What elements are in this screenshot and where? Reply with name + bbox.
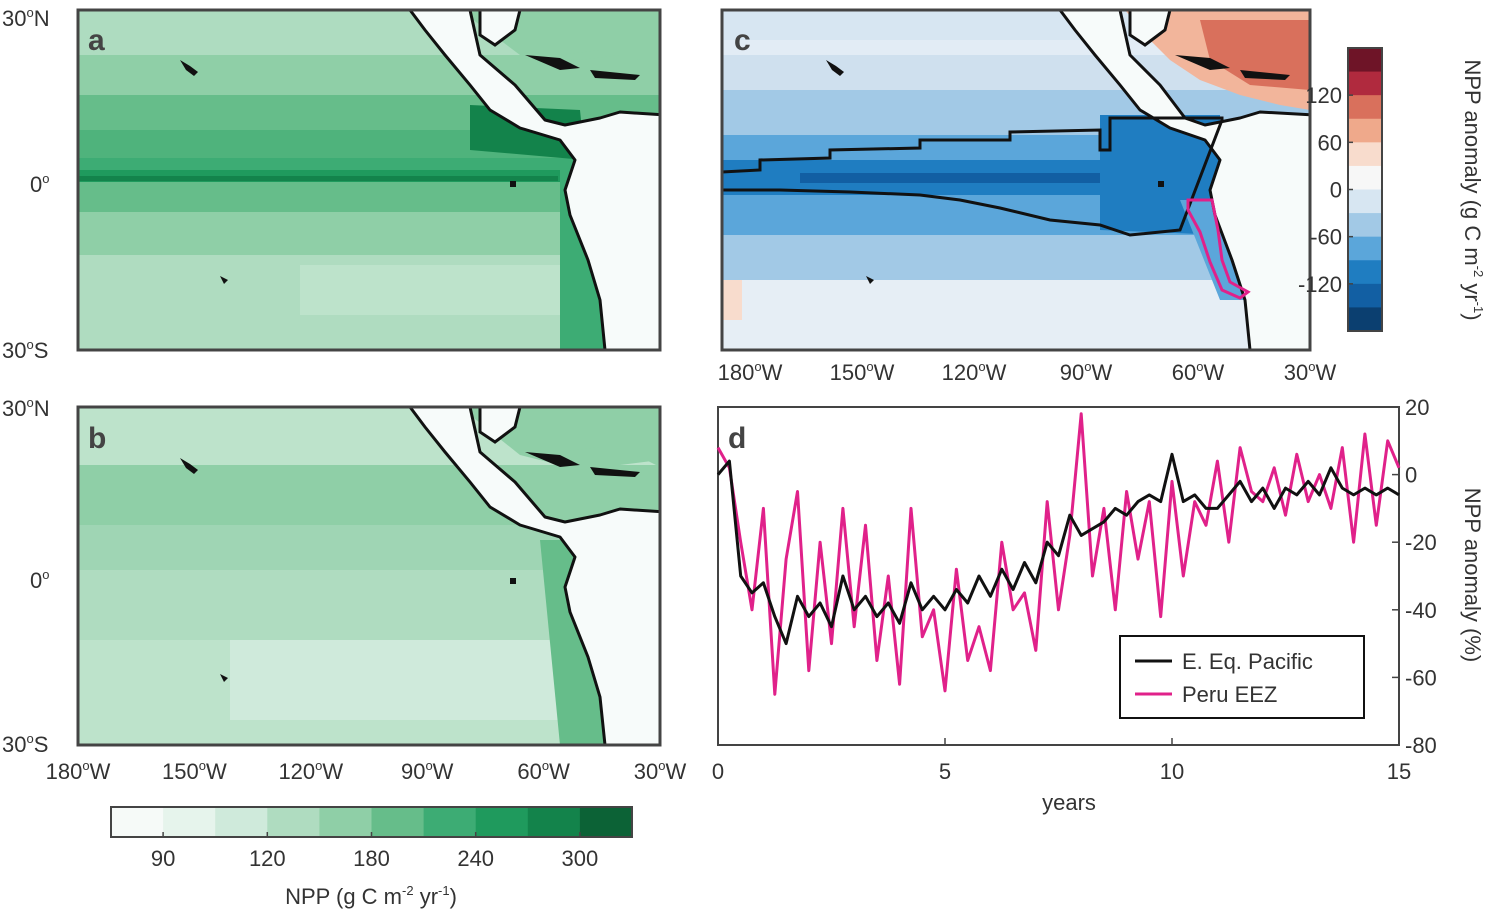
island-icon: [220, 674, 228, 682]
panel-c-lon-label: 90oW: [1060, 359, 1113, 385]
hawaii-icon: [826, 60, 844, 76]
panel-b-lon-label: 150oW: [162, 758, 227, 784]
series-line-peru-eez: [716, 412, 1401, 696]
panel-b-lon-label: 120oW: [278, 758, 343, 784]
panel-d-letter: d: [728, 422, 746, 455]
panel-b-letter: b: [88, 422, 106, 455]
galapagos-icon: [510, 578, 516, 584]
legend-label-east-eq-pacific: E. Eq. Pacific: [1182, 649, 1313, 674]
npp-colorbar-tick-label: 90: [151, 846, 175, 871]
panel-b-lon-label: 30oW: [634, 758, 687, 784]
x-tick-label: 5: [939, 759, 951, 784]
y-tick-label: -60: [1405, 665, 1437, 690]
panel-c-lon-label: 60oW: [1172, 359, 1225, 385]
svg-text:30oS: 30oS: [2, 731, 48, 757]
anomaly-colorbar-cell: [1348, 260, 1382, 285]
galapagos-icon: [1158, 181, 1164, 187]
npp-colorbar-tick-label: 300: [562, 846, 599, 871]
y-tick-label: 20: [1405, 395, 1429, 420]
peru-eez-region: [1186, 198, 1251, 300]
island-icon: [220, 276, 228, 284]
panel-d-chart: 0 5 10 15 20 0 -20 -40 -60 -80 years NPP anomaly…: [712, 395, 1485, 815]
y-tick-label: -80: [1405, 733, 1437, 758]
panel-c-map: c: [720, 8, 1312, 352]
svg-text:0o: 0o: [30, 567, 49, 593]
panel-c-land: [1058, 10, 1310, 350]
panel-c-lon-label: 180oW: [718, 359, 783, 385]
x-axis-label: years: [1042, 790, 1096, 815]
anomaly-colorbar-cell: [1348, 189, 1382, 214]
legend-label-peru-eez: Peru EEZ: [1182, 682, 1277, 707]
anomaly-colorbar-cell: [1348, 118, 1382, 143]
npp-colorbar-cell: [423, 807, 477, 837]
npp-colorbar-cell: [319, 807, 372, 837]
svg-text:30oN: 30oN: [2, 395, 50, 421]
x-tick-label: 15: [1387, 759, 1411, 784]
x-tick-label: 0: [712, 759, 724, 784]
anomaly-colorbar-cell: [1348, 213, 1382, 238]
anomaly-colorbar-cell: [1348, 283, 1382, 308]
npp-colorbar-cell: [215, 807, 268, 837]
anomaly-colorbar-tick-label: 60: [1318, 130, 1342, 155]
lon-labels-b: 180oW 150oW 120oW 90oW 60oW 30oW: [46, 758, 687, 784]
anomaly-colorbar-cell: [1348, 95, 1382, 120]
panel-c-letter: c: [734, 24, 751, 57]
anomaly-colorbar-cell: [1348, 307, 1382, 332]
npp-colorbar-tick-label: 180: [353, 846, 390, 871]
y-tick-label: -20: [1405, 530, 1437, 555]
anomaly-colorbar: 120 60 0 -60 -120 NPP anomaly (g C m-2 yr-1): [1298, 47, 1486, 332]
panel-c-lon-label: 150oW: [830, 359, 895, 385]
panel-b-lon-label: 90oW: [401, 758, 454, 784]
lat-labels-a: 30oN 0o 30oS: [2, 5, 50, 363]
east-eq-pacific-region: [722, 116, 1224, 237]
panel-b-lon-label: 60oW: [517, 758, 570, 784]
npp-colorbar-cell: [579, 807, 633, 837]
y-axis-label: NPP anomaly (%): [1460, 488, 1485, 662]
panel-a-map: a: [76, 8, 662, 352]
npp-colorbar-cell: [527, 807, 581, 837]
anomaly-colorbar-tick-label: -120: [1298, 272, 1342, 297]
npp-colorbar: 90 120 180 240 300 NPP (g C m-2 yr-1): [110, 806, 633, 909]
panel-b-map: b: [76, 405, 662, 747]
x-tick-label: 10: [1160, 759, 1184, 784]
anomaly-colorbar-tick-label: -60: [1310, 225, 1342, 250]
anomaly-colorbar-cell: [1348, 142, 1382, 167]
svg-text:30oS: 30oS: [2, 337, 48, 363]
panel-c-lon-label: 120oW: [942, 359, 1007, 385]
npp-colorbar-tick-label: 240: [457, 846, 494, 871]
hawaii-icon: [180, 60, 198, 76]
anomaly-colorbar-cell: [1348, 71, 1382, 96]
legend: E. Eq. Pacific Peru EEZ: [1119, 635, 1365, 719]
npp-colorbar-tick-label: 120: [249, 846, 286, 871]
anomaly-colorbar-tick-label: 120: [1305, 83, 1342, 108]
y-tick-label: 0: [1405, 463, 1417, 488]
island-icon: [866, 276, 874, 284]
galapagos-icon: [510, 181, 516, 187]
hawaii-icon: [180, 458, 198, 474]
npp-colorbar-cell: [371, 807, 425, 837]
anomaly-colorbar-tick-label: 0: [1330, 178, 1342, 203]
svg-text:0o: 0o: [30, 171, 49, 197]
svg-text:30oN: 30oN: [2, 5, 50, 31]
panel-b-land: [408, 407, 660, 745]
npp-colorbar-cell: [163, 807, 216, 837]
series-line-e-eq-pacific: [716, 452, 1400, 646]
npp-colorbar-cell: [475, 807, 529, 837]
anomaly-colorbar-cell: [1348, 236, 1382, 261]
anomaly-colorbar-label: NPP anomaly (g C m-2 yr-1): [1460, 59, 1486, 320]
panel-a-letter: a: [88, 24, 105, 57]
anomaly-colorbar-cell: [1348, 48, 1382, 73]
y-tick-label: -40: [1405, 598, 1437, 623]
lon-labels-c: 180oW 150oW 120oW 90oW 60oW 30oW: [718, 359, 1337, 385]
npp-colorbar-cell: [267, 807, 320, 837]
anomaly-colorbar-cell: [1348, 165, 1382, 190]
lat-labels-b: 30oN 0o 30oS: [2, 395, 50, 757]
npp-colorbar-label: NPP (g C m-2 yr-1): [285, 883, 457, 909]
panel-a-land: [408, 10, 660, 350]
npp-colorbar-cell: [111, 807, 164, 837]
panel-b-lon-label: 180oW: [46, 758, 111, 784]
panel-c-lon-label: 30oW: [1284, 359, 1337, 385]
